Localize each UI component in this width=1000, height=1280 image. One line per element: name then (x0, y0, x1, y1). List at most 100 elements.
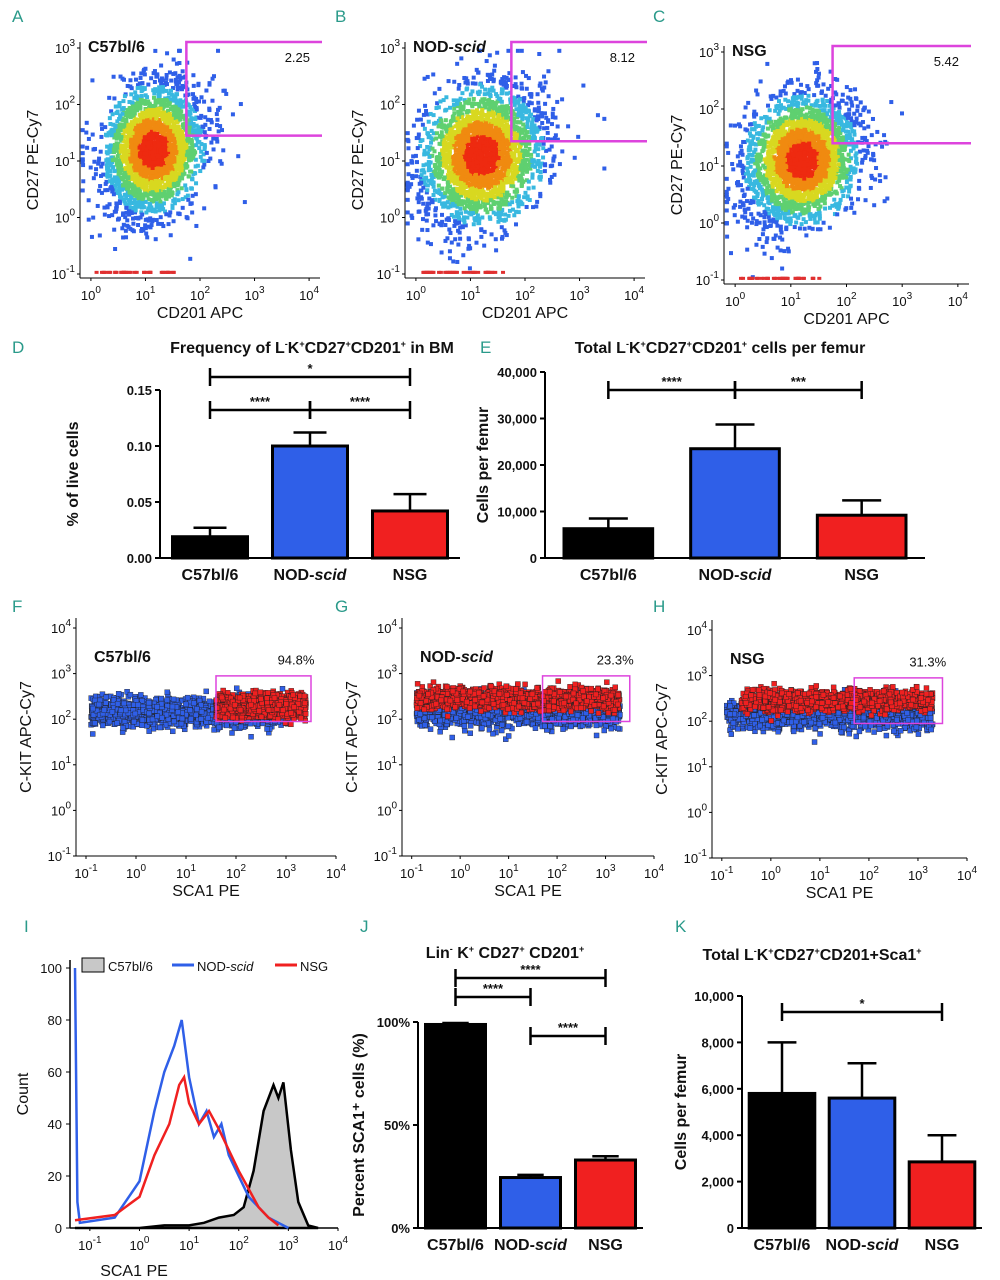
data-point (164, 73, 169, 78)
data-point (443, 135, 448, 140)
panel-label-f: F (12, 597, 22, 616)
data-point (482, 204, 487, 209)
data-point (161, 270, 166, 274)
data-point (136, 134, 141, 139)
data-point (118, 136, 123, 141)
panel-label-a: A (12, 7, 24, 26)
data-point (477, 132, 482, 137)
data-point (191, 123, 196, 128)
data-point (500, 218, 505, 223)
data-point (467, 243, 472, 248)
data-point (518, 97, 523, 102)
data-point (164, 170, 169, 175)
data-point (146, 208, 151, 213)
data-point (168, 210, 173, 215)
data-point (185, 137, 190, 142)
data-point (148, 103, 153, 108)
data-point (130, 155, 135, 160)
data-point (471, 101, 476, 106)
data-point (486, 109, 491, 114)
data-point (171, 198, 176, 203)
data-point (80, 160, 85, 165)
data-point (440, 169, 445, 174)
data-point (86, 136, 91, 141)
data-point (421, 201, 426, 206)
data-point (553, 115, 558, 120)
data-point (549, 137, 554, 142)
data-point (127, 164, 132, 169)
data-point (542, 85, 547, 90)
data-point (177, 73, 182, 78)
data-point (109, 155, 114, 160)
data-point (114, 158, 119, 163)
data-point (486, 200, 491, 205)
data-point (530, 175, 535, 180)
data-point (172, 159, 177, 164)
data-point (189, 186, 194, 191)
data-point (132, 188, 137, 193)
data-point (424, 190, 429, 195)
data-point (480, 108, 485, 113)
data-point (451, 195, 456, 200)
data-point (121, 132, 126, 137)
data-point (602, 166, 607, 171)
data-point (452, 223, 457, 228)
data-point (139, 113, 144, 118)
data-point (471, 75, 476, 80)
data-point (120, 212, 125, 217)
data-point (114, 111, 119, 116)
data-point (125, 175, 130, 180)
data-point (560, 149, 565, 154)
data-point (406, 146, 411, 151)
data-point (475, 213, 480, 218)
data-point (117, 164, 122, 169)
data-point (114, 270, 119, 274)
data-point (465, 175, 470, 180)
data-point (185, 193, 190, 198)
data-point (119, 138, 124, 143)
data-point (447, 256, 452, 261)
data-point (119, 167, 124, 172)
data-point (169, 157, 174, 162)
data-point (441, 204, 446, 209)
data-point (180, 75, 185, 80)
data-point (122, 94, 127, 99)
data-point (138, 215, 143, 220)
data-point (466, 203, 471, 208)
data-point (446, 216, 451, 221)
data-point (163, 175, 168, 180)
data-point (184, 142, 189, 147)
data-point (491, 115, 496, 120)
data-point (465, 117, 470, 122)
data-point (434, 136, 439, 141)
data-point (159, 166, 164, 171)
data-point (130, 187, 135, 192)
data-point (172, 147, 177, 152)
data-point (472, 184, 477, 189)
data-point (132, 145, 137, 150)
data-point (429, 198, 434, 203)
data-point (129, 139, 134, 144)
data-point (127, 270, 132, 274)
data-point (475, 90, 480, 95)
data-point (479, 110, 484, 115)
data-point (140, 81, 145, 86)
data-point (103, 270, 108, 274)
data-point (131, 173, 136, 178)
data-point (152, 91, 157, 96)
data-point (203, 122, 208, 127)
data-point (160, 106, 165, 111)
data-point (468, 134, 473, 139)
data-point (116, 169, 121, 174)
data-point (488, 93, 493, 98)
data-point (524, 204, 529, 209)
data-point (455, 188, 460, 193)
data-point (517, 104, 522, 109)
data-point (150, 132, 155, 137)
data-point (159, 185, 164, 190)
data-point (474, 210, 479, 215)
data-point (454, 211, 459, 216)
data-point (124, 210, 129, 215)
data-point (462, 169, 467, 174)
data-point (499, 197, 504, 202)
